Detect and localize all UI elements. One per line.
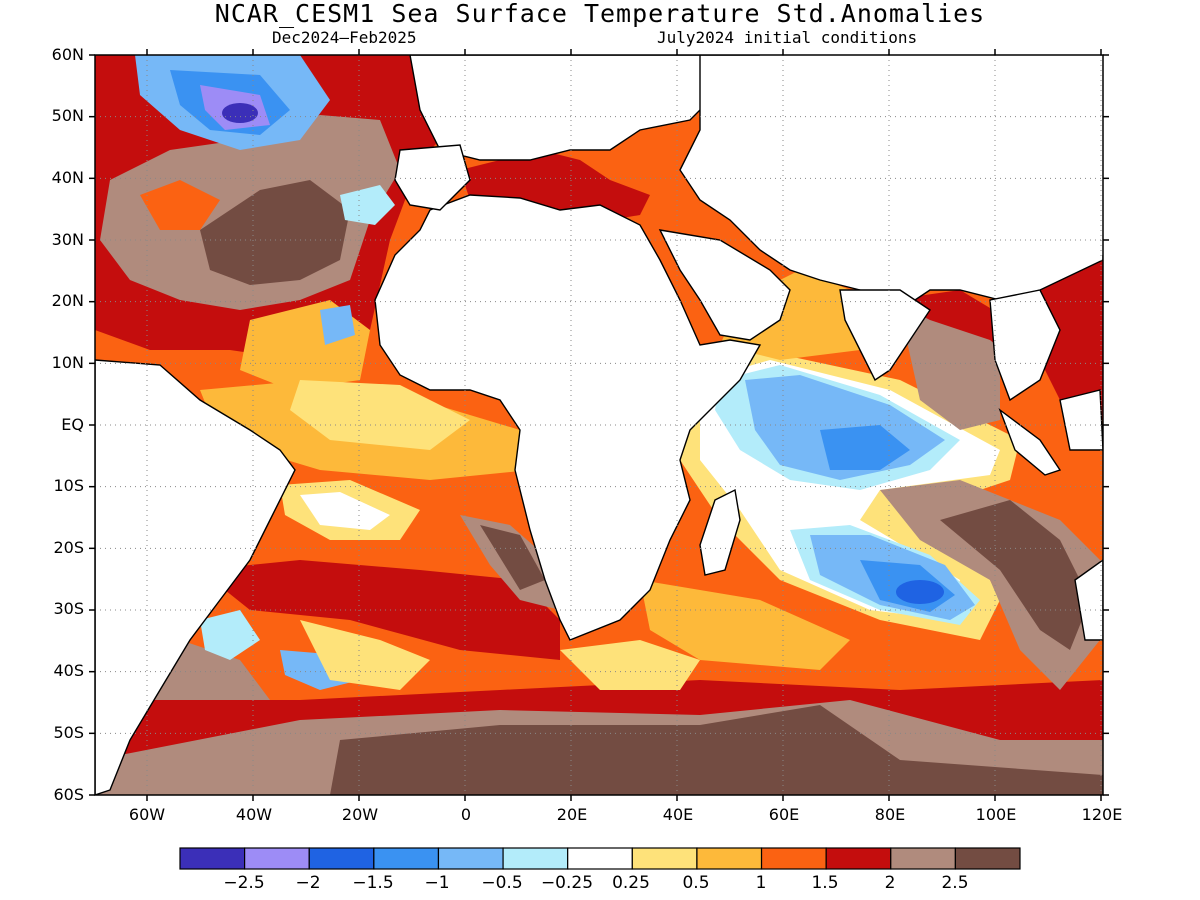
lat-label: 50S xyxy=(53,723,84,742)
scs-red xyxy=(1030,260,1103,420)
io-south-min xyxy=(896,580,944,604)
colorbar-label: −0.5 xyxy=(481,873,523,893)
land-australia xyxy=(1074,559,1103,641)
land-borneo xyxy=(1059,389,1103,451)
colorbar-swatch xyxy=(179,847,246,870)
land-south-america xyxy=(95,359,296,795)
so-yellow-patch xyxy=(560,640,700,690)
forecast-period: Dec2024–Feb2025 xyxy=(272,28,417,47)
sa-benguela-dark xyxy=(480,525,545,590)
lon-label: 40W xyxy=(235,805,273,824)
io-north-core xyxy=(820,425,910,470)
lat-label: 10N xyxy=(51,353,84,372)
colorbar-label: 1 xyxy=(755,873,767,893)
lon-label: 20W xyxy=(341,805,379,824)
colorbar-label: −1 xyxy=(424,873,450,893)
lat-label: EQ xyxy=(61,415,84,434)
lon-label: 40E xyxy=(662,805,694,824)
lat-label: 40S xyxy=(53,661,84,680)
lon-label: 60E xyxy=(768,805,800,824)
colorbar-swatch xyxy=(825,847,892,870)
na-cool-patch-2 xyxy=(320,305,355,345)
graticule xyxy=(95,55,1103,795)
map-title: NCAR_CESM1 Sea Surface Temperature Std.A… xyxy=(214,0,986,28)
land-madagascar xyxy=(699,488,741,576)
na-coldest-spot xyxy=(222,103,258,123)
lat-label: 60N xyxy=(51,45,84,64)
lat-label: 10S xyxy=(53,476,84,495)
map-field xyxy=(95,55,1103,795)
sa-midlat-yellow xyxy=(300,620,430,690)
lat-label: 60S xyxy=(53,785,84,804)
land-iberia xyxy=(394,144,471,211)
colorbar-label: −1.5 xyxy=(352,873,394,893)
colorbar-swatch xyxy=(373,847,440,870)
colorbar-label: −0.25 xyxy=(540,873,594,893)
lon-label: 60W xyxy=(128,805,166,824)
land-arabia xyxy=(658,229,791,341)
colorbar-swatch xyxy=(308,847,375,870)
colorbar-swatch xyxy=(567,847,633,870)
lat-label: 20N xyxy=(51,291,84,310)
colorbar-swatch xyxy=(760,847,827,870)
lat-label: 40N xyxy=(51,168,84,187)
colorbar-label: 0.25 xyxy=(612,873,650,893)
colorbar-swatch xyxy=(244,847,310,870)
na-cool-patch xyxy=(340,185,395,225)
lon-label: 120E xyxy=(1081,805,1123,824)
initial-conditions: July2024 initial conditions xyxy=(657,28,918,47)
colorbar-label: 1.5 xyxy=(811,873,839,893)
land-sumatra xyxy=(998,408,1062,476)
lon-label: 20E xyxy=(556,805,588,824)
lat-label: 50N xyxy=(51,106,84,125)
axis-ticks xyxy=(89,49,1109,801)
colorbar-swatch xyxy=(502,847,569,870)
sa-white-patch xyxy=(300,492,390,530)
colorbar-label: 0.5 xyxy=(682,873,710,893)
sa-southwest-cool xyxy=(200,610,260,660)
lon-label: 100E xyxy=(975,805,1017,824)
colorbar-label: 2 xyxy=(884,873,896,893)
land-mask-ocean-ne xyxy=(720,55,1103,270)
colorbar-label: 2.5 xyxy=(941,873,969,893)
colorbar-swatch xyxy=(954,847,1021,870)
lon-label: 0 xyxy=(460,805,472,824)
lat-label: 30N xyxy=(51,230,84,249)
lon-label: 80E xyxy=(874,805,906,824)
colorbar-swatch xyxy=(696,847,763,870)
land-india xyxy=(839,289,931,382)
eq-atl-yellow xyxy=(290,380,470,450)
na-darkbrown-zone xyxy=(200,180,350,285)
colorbar-swatch xyxy=(890,847,956,870)
so-lightorange-patch xyxy=(640,580,850,670)
colorbar-swatch xyxy=(437,847,504,870)
lat-label: 20S xyxy=(53,538,84,557)
colorbar-label: −2 xyxy=(295,873,321,893)
land-africa xyxy=(374,194,762,641)
na-orange-zone xyxy=(140,180,220,230)
colorbar xyxy=(179,847,1021,870)
lat-label: 30S xyxy=(53,599,84,618)
io-east-darkbrown xyxy=(940,500,1090,650)
colorbar-label: −2.5 xyxy=(223,873,265,893)
colorbar-swatch xyxy=(631,847,698,870)
so-darkbrown-band xyxy=(330,705,1103,795)
